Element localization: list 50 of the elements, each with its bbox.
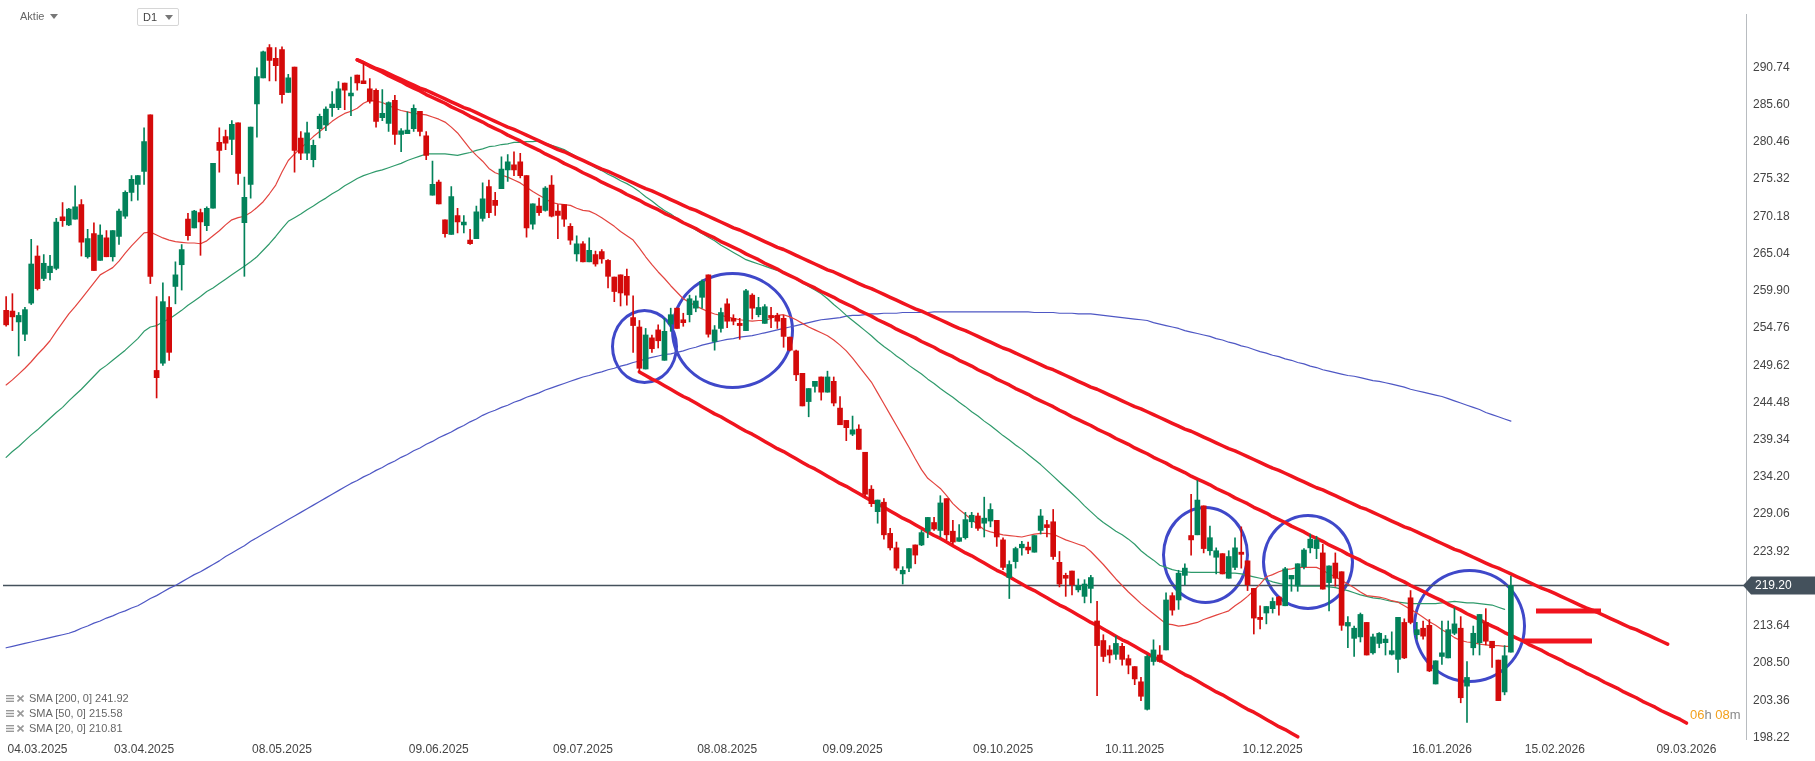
candlestick [899,566,906,585]
candlestick [1345,616,1351,649]
chart-title: Aktie [20,9,45,23]
y-tick-label: 203.36 [1753,692,1791,707]
x-tick-label: 08.08.2025 [697,741,758,756]
y-tick-label: 229.06 [1753,506,1791,521]
candlestick [630,295,636,353]
x-tick-label: 04.03.2025 [7,741,68,756]
candlestick [467,228,473,245]
y-tick-label: 280.46 [1753,134,1791,149]
x-tick-label: 09.06.2025 [408,741,470,756]
chart-subtitle: D1 [143,11,158,23]
candlestick [348,76,354,116]
y-tick-label: 239.34 [1753,431,1791,446]
candlestick [736,317,743,340]
y-tick-label: 244.48 [1753,394,1791,409]
x-tick-label: 09.10.2025 [973,741,1034,756]
annotation: SMA [200, 0] 241.92 [29,692,129,705]
candlestick [1188,493,1194,556]
x-tick-label: 09.07.2025 [552,741,614,756]
x-tick-label: 10.11.2025 [1105,741,1165,756]
x-tick-label: 15.02.2026 [1524,741,1586,756]
candlestick [1464,661,1470,723]
y-tick-label: 265.04 [1753,245,1791,260]
x-tick-label: 10.12.2025 [1242,741,1303,756]
candlestick [1238,526,1245,569]
x-tick-label: 08.05.2025 [251,741,313,756]
x-tick-label: 09.09.2025 [822,741,883,756]
y-tick-label: 223.92 [1753,543,1791,558]
x-tick-label: 09.03.2026 [1656,741,1717,756]
y-tick-label: 254.76 [1753,320,1791,335]
ref-line-label: 219.20 [1755,578,1793,593]
y-tick-label: 249.62 [1753,357,1791,372]
y-tick-label: 275.32 [1753,171,1791,186]
annotation: SMA [20, 0] 210.81 [29,722,123,735]
y-tick-label: 259.90 [1753,283,1791,298]
annotation: SMA [50, 0] 215.58 [29,707,123,720]
y-tick-label: 234.20 [1753,469,1791,484]
candlestick [461,215,467,234]
candlestick [1025,541,1031,554]
y-tick-label: 285.60 [1753,97,1791,112]
y-tick-label: 198.22 [1753,729,1791,744]
y-tick-label: 290.74 [1753,59,1791,74]
dropdown-field: D1 [137,8,179,26]
y-tick-label: 213.64 [1753,618,1791,633]
y-tick-label: 270.18 [1753,208,1791,223]
x-tick-label: 16.01.2026 [1411,741,1473,756]
x-tick-label: 03.04.2025 [114,741,175,756]
y-tick-label: 208.50 [1753,655,1791,670]
annotation: 06h 08m [1690,707,1741,722]
